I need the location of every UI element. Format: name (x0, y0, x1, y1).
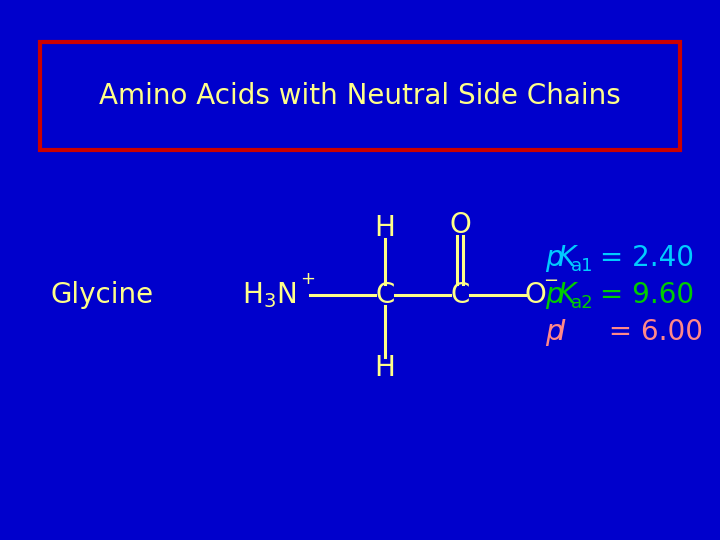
Text: C: C (375, 281, 395, 309)
Text: Amino Acids with Neutral Side Chains: Amino Acids with Neutral Side Chains (99, 82, 621, 110)
Text: −: − (544, 272, 559, 290)
Text: p: p (545, 318, 562, 346)
Text: I: I (557, 318, 565, 346)
Text: Glycine: Glycine (50, 281, 153, 309)
Text: a2: a2 (571, 294, 593, 312)
Text: H: H (374, 354, 395, 382)
Text: = 6.00: = 6.00 (591, 318, 703, 346)
Text: C: C (450, 281, 469, 309)
Text: p: p (545, 281, 562, 309)
Text: +: + (300, 270, 315, 288)
Text: = 2.40: = 2.40 (591, 244, 694, 272)
Text: O: O (449, 211, 471, 239)
Text: H$_3$N: H$_3$N (242, 280, 296, 310)
Text: = 9.60: = 9.60 (591, 281, 694, 309)
Text: p: p (545, 244, 562, 272)
Text: H: H (374, 214, 395, 242)
Text: a1: a1 (571, 257, 593, 275)
Text: K: K (557, 244, 575, 272)
Text: O: O (524, 281, 546, 309)
Bar (40, 42, 680, 150)
Text: K: K (557, 281, 575, 309)
